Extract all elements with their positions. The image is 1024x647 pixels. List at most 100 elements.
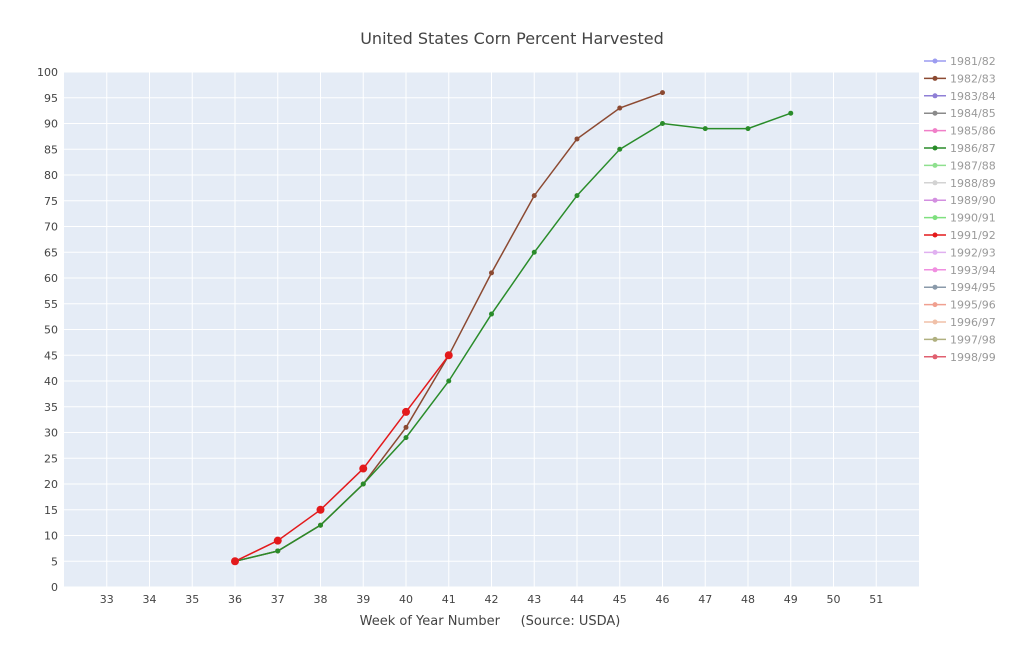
y-tick-label: 5 [51, 555, 58, 568]
y-tick-label: 95 [44, 92, 58, 105]
legend-swatch-marker [932, 93, 938, 99]
data-point [489, 311, 494, 317]
x-tick-label: 42 [485, 593, 499, 606]
y-tick-label: 60 [44, 272, 58, 285]
legend-swatch-marker [932, 302, 938, 308]
legend-label: 1989/90 [950, 194, 996, 207]
legend-item[interactable]: 1981/82 [924, 55, 996, 68]
legend-item[interactable]: 1995/96 [924, 299, 996, 312]
legend-item[interactable]: 1998/99 [924, 351, 996, 364]
legend-swatch-marker [932, 319, 938, 325]
legend-label: 1990/91 [950, 212, 996, 225]
gridlines [64, 71, 919, 588]
y-tick-label: 55 [44, 298, 58, 311]
y-tick-label: 10 [44, 530, 58, 543]
x-tick-label: 36 [228, 593, 242, 606]
x-tick-label: 49 [784, 593, 798, 606]
x-tick-label: 35 [185, 593, 199, 606]
y-tick-label: 20 [44, 478, 58, 491]
legend-swatch-marker [932, 162, 938, 168]
legend-label: 1982/83 [950, 72, 996, 85]
legend-label: 1998/99 [950, 351, 996, 364]
data-point [318, 522, 323, 528]
y-tick-label: 35 [44, 401, 58, 414]
legend-item[interactable]: 1997/98 [924, 333, 996, 346]
legend-label: 1983/84 [950, 90, 996, 103]
data-point [231, 557, 239, 566]
legend-item[interactable]: 1992/93 [924, 246, 996, 259]
legend-swatch-marker [932, 284, 938, 290]
y-tick-label: 45 [44, 349, 58, 362]
legend-item[interactable]: 1996/97 [924, 316, 996, 329]
x-tick-label: 43 [527, 593, 541, 606]
y-tick-label: 65 [44, 246, 58, 259]
data-point [316, 505, 325, 514]
x-tick-label: 39 [356, 593, 370, 606]
y-tick-label: 30 [44, 427, 58, 440]
data-point [702, 126, 708, 132]
legend-item[interactable]: 1990/91 [924, 212, 996, 225]
legend-swatch-marker [932, 128, 938, 134]
legend-item[interactable]: 1983/84 [924, 90, 996, 103]
y-tick-label: 85 [44, 143, 58, 156]
y-tick-label: 40 [44, 375, 58, 388]
data-point [489, 270, 494, 276]
data-point [617, 146, 623, 152]
legend: 1981/82 1982/83 1983/84 1984/85 1985/86 1986/… [924, 55, 996, 364]
series-line [234, 354, 450, 562]
legend-swatch-marker [932, 249, 938, 255]
legend-swatch-marker [932, 215, 938, 221]
x-tick-label: 45 [613, 593, 627, 606]
legend-label: 1994/95 [950, 281, 996, 294]
x-tick-label: 46 [656, 593, 670, 606]
chart-title: United States Corn Percent Harvested [360, 29, 664, 48]
y-tick-label: 80 [44, 169, 58, 182]
legend-item[interactable]: 1985/86 [924, 125, 996, 138]
data-point [403, 435, 409, 441]
x-tick-label: 50 [827, 593, 841, 606]
legend-swatch-marker [932, 110, 938, 116]
x-tick-label: 41 [442, 593, 456, 606]
legend-swatch-marker [932, 197, 938, 203]
legend-item[interactable]: 1982/83 [924, 72, 996, 85]
legend-item[interactable]: 1984/85 [924, 107, 996, 120]
legend-item[interactable]: 1994/95 [924, 281, 996, 294]
y-tick-label: 50 [44, 324, 58, 337]
x-tick-label: 44 [570, 593, 584, 606]
data-point [574, 136, 580, 142]
x-tick-label: 47 [698, 593, 712, 606]
y-tick-label: 0 [51, 581, 58, 594]
legend-label: 1997/98 [950, 333, 996, 346]
x-tick-label: 37 [271, 593, 285, 606]
x-tick-label: 33 [100, 593, 114, 606]
data-point [617, 105, 623, 111]
legend-item[interactable]: 1987/88 [924, 159, 996, 172]
y-tick-label: 90 [44, 118, 58, 131]
x-tick-label: 38 [314, 593, 328, 606]
legend-item[interactable]: 1988/89 [924, 177, 996, 190]
x-axis-label: Week of Year Number (Source: USDA) [360, 614, 621, 629]
legend-label: 1992/93 [950, 246, 996, 259]
data-point [403, 424, 409, 430]
data-point [531, 193, 537, 199]
data-point [788, 110, 794, 116]
legend-swatch-marker [932, 180, 938, 186]
y-axis-ticks: 0 5 10 15 20 25 30 35 40 45 50 55 60 65 70 75 80 85 90 95 10… [37, 66, 58, 594]
legend-swatch-marker [932, 267, 938, 273]
data-point [273, 536, 282, 545]
legend-item[interactable]: 1993/94 [924, 264, 996, 277]
legend-item[interactable]: 1991/92 [924, 229, 996, 242]
legend-item[interactable]: 1989/90 [924, 194, 996, 207]
legend-label: 1984/85 [950, 107, 996, 120]
series-line [234, 112, 792, 563]
legend-label: 1985/86 [950, 125, 996, 138]
data-point [660, 121, 665, 126]
legend-label: 1996/97 [950, 316, 996, 329]
x-axis-ticks: 33 34 35 36 37 38 39 40 41 42 43 44 45 46 47 48 49 50 51 [100, 593, 884, 606]
y-tick-label: 15 [44, 504, 58, 517]
x-tick-label: 48 [741, 593, 755, 606]
legend-label: 1995/96 [950, 299, 996, 312]
x-tick-label: 51 [869, 593, 883, 606]
legend-item[interactable]: 1986/87 [924, 142, 996, 155]
